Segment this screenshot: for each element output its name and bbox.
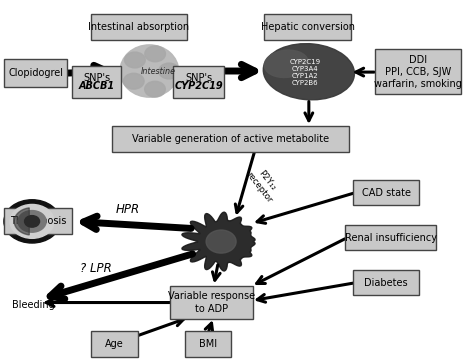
Text: HPR: HPR [115,203,139,216]
Text: ? LPR: ? LPR [80,262,111,275]
FancyBboxPatch shape [173,66,224,98]
Text: Thrombosis: Thrombosis [10,216,66,226]
Text: CYP2C19: CYP2C19 [174,81,223,92]
FancyBboxPatch shape [4,208,72,234]
FancyBboxPatch shape [374,49,461,94]
Polygon shape [14,208,29,235]
Text: Clopidogrel: Clopidogrel [8,68,63,78]
Text: Renal insufficiency: Renal insufficiency [345,233,437,243]
Circle shape [145,46,165,62]
FancyBboxPatch shape [91,331,137,357]
Circle shape [145,81,165,97]
FancyBboxPatch shape [91,14,187,40]
Text: ABCB1: ABCB1 [79,81,115,92]
FancyBboxPatch shape [264,14,351,40]
Polygon shape [182,212,255,271]
Ellipse shape [264,50,309,77]
Text: Intestine: Intestine [140,67,175,76]
Circle shape [123,73,144,89]
Text: Intestinal absorption: Intestinal absorption [88,22,189,32]
Circle shape [25,216,39,227]
Circle shape [4,200,60,243]
FancyBboxPatch shape [112,126,349,152]
Text: SNP's: SNP's [83,73,110,83]
FancyBboxPatch shape [72,66,121,98]
Circle shape [18,211,46,232]
Circle shape [206,230,236,253]
FancyBboxPatch shape [345,225,437,250]
Text: DDI
PPI, CCB, SJW
warfarin, smoking: DDI PPI, CCB, SJW warfarin, smoking [374,55,462,89]
Ellipse shape [263,44,355,100]
Ellipse shape [120,45,179,97]
Text: Age: Age [105,339,124,349]
FancyBboxPatch shape [354,180,419,205]
Text: CYP2C19
CYP3A4
CYP1A2
CYP2B6: CYP2C19 CYP3A4 CYP1A2 CYP2B6 [290,59,320,86]
FancyBboxPatch shape [354,270,419,295]
Text: BMI: BMI [199,339,217,349]
FancyBboxPatch shape [171,286,253,319]
Text: CAD state: CAD state [362,188,411,198]
FancyBboxPatch shape [184,331,231,357]
Circle shape [125,52,145,68]
Circle shape [10,205,54,238]
Text: Variable response
to ADP: Variable response to ADP [168,291,255,314]
Text: P2Y₁₂
receptor: P2Y₁₂ receptor [245,164,282,204]
FancyBboxPatch shape [4,59,67,87]
Text: Variable generation of active metabolite: Variable generation of active metabolite [132,134,329,144]
Text: Diabetes: Diabetes [365,278,408,288]
Text: SNP's: SNP's [185,73,212,83]
Text: Hepatic conversion: Hepatic conversion [261,22,355,32]
Circle shape [159,63,179,79]
Text: Bleeding: Bleeding [12,300,55,310]
